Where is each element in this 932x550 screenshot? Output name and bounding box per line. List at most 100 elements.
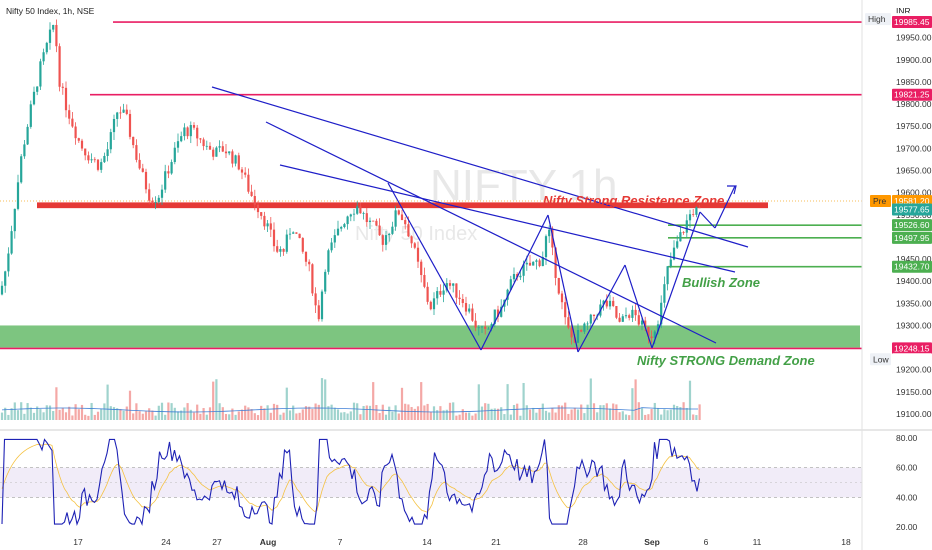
volume-bar [253,413,256,420]
candle-body [528,262,532,266]
candle-body [432,298,436,310]
volume-bar [32,412,36,420]
volume-bar [621,411,624,420]
candle-body [221,146,224,152]
time-tick-label: Sep [644,537,660,547]
price-tick-label: 19800.00 [896,99,932,109]
candle-body [176,141,180,148]
candle-body [304,251,308,262]
volume-bar [436,410,439,420]
price-tick-label: 19650.00 [896,166,932,176]
volume-bar [119,408,122,420]
levels-layer [0,21,862,350]
volume-bar [583,413,586,420]
price-tag-box [892,353,932,366]
volume-bar [544,410,548,420]
price-tag-box [892,219,932,232]
candle-body [500,306,503,317]
price-tag-box [892,260,932,273]
trend-line-0 [211,86,749,248]
volume-bar [685,407,688,420]
candle-body [666,266,669,285]
price-tick-label: 19300.00 [896,320,932,330]
candle-body [218,146,221,148]
volume-bar [183,407,186,420]
candle-body [208,145,212,150]
volume-bar [541,403,544,420]
candle-body [564,302,567,318]
candle-body [215,147,218,157]
volume-bar [490,408,493,420]
volume-bar [420,382,423,420]
volume-bar [378,413,381,420]
volume-bar [55,387,58,420]
trend-line-5 [547,214,579,353]
volume-bar [599,405,602,420]
volume-bar [10,408,13,420]
candle-body [58,46,61,87]
volume-bar [368,405,372,420]
candle-body [119,112,122,114]
candle-body [624,315,628,317]
candle-body [352,213,356,215]
volume-bar [189,409,192,420]
price-tag-value: 19581.20 [894,196,930,206]
volume-bar [650,409,653,420]
volume-bar [423,405,426,420]
volume-bar [141,413,144,420]
candle-body [692,214,695,216]
candle-body [551,229,554,248]
candle-body [477,327,480,329]
candle-body [164,171,167,190]
candle-body [71,118,74,127]
candle-body [567,317,570,328]
volume-bar [346,413,349,420]
candle-body [340,227,343,229]
volume-bar [474,413,477,420]
candle-body [471,308,474,321]
volume-bar [317,404,320,420]
candle-body [285,234,288,252]
time-tick-label: 18 [841,537,851,547]
candle-body [138,159,141,169]
volume-bar [487,403,490,420]
volume-bar [503,414,506,420]
candle-body [292,232,295,234]
volume-bar [471,415,474,420]
rsi-tick-label: 20.00 [896,522,918,532]
rsi-tick-label: 80.00 [896,433,918,443]
candle-body [592,314,596,317]
volume-bar [39,409,42,420]
volume-bar [669,409,672,420]
candle-body [484,326,487,329]
candle-body [279,249,282,252]
volume-bar [320,378,324,420]
volume-bar [480,406,484,420]
candle-body [407,224,410,237]
price-tag-box [892,342,932,355]
volume-bar [112,407,116,420]
candle-body [61,86,64,88]
volume-bar [164,414,167,420]
rsi-tick-label: 40.00 [896,492,918,502]
candle-body [615,306,618,318]
candle-body [247,174,250,192]
volume-bar [410,407,413,420]
candle-body [244,172,247,175]
candle-body [324,271,327,292]
volume-bar [612,403,615,420]
volume-bar [458,414,461,420]
time-tick-label: 6 [704,537,709,547]
volume-bar [84,414,87,420]
candle-body [362,213,365,214]
volume-bar [442,410,445,420]
candle-body [458,297,461,300]
price-tag-value: 19577.65 [894,204,930,214]
candle-body [349,214,352,217]
candle-body [16,182,20,209]
volume-bar [637,402,640,420]
candle-body [509,279,512,290]
volume-bar [154,415,157,420]
candle-body [461,299,464,304]
